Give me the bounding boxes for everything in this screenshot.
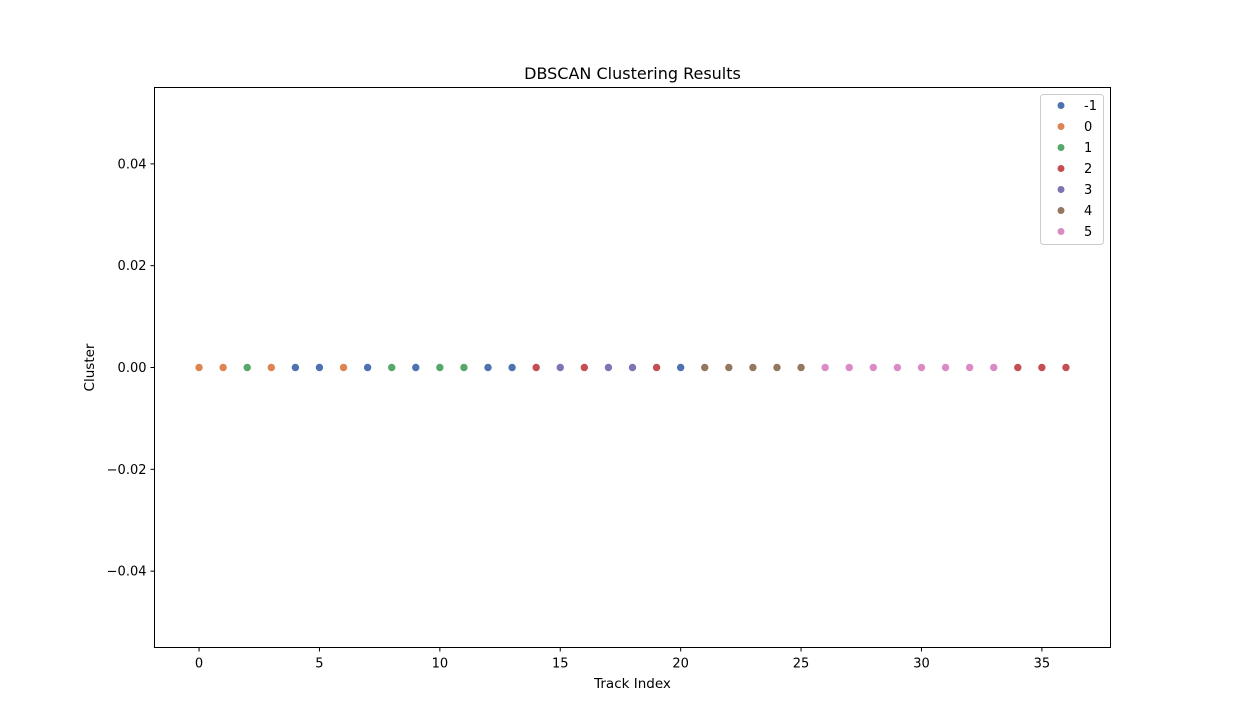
y-tick-label: 0.00: [118, 361, 147, 376]
plot-frame: [154, 87, 1111, 648]
data-point: [772, 363, 782, 372]
y-tick-label: 0.02: [118, 259, 147, 274]
data-point: [869, 363, 878, 372]
data-point: [363, 363, 372, 372]
data-point: [796, 363, 806, 372]
y-tick-label: −0.02: [107, 463, 147, 478]
data-point: [652, 363, 661, 372]
legend-marker: [1057, 102, 1065, 109]
data-point: [1061, 363, 1071, 372]
legend-label: 0: [1084, 120, 1092, 135]
y-axis: −0.04 −0.02 0.00 0.02 0.04: [107, 157, 155, 580]
data-point: [315, 363, 324, 372]
data-point: [580, 363, 589, 372]
data-point: [844, 363, 854, 372]
data-point: [459, 363, 469, 372]
data-points: [194, 363, 1071, 372]
data-point: [218, 363, 228, 372]
data-point: [989, 363, 999, 372]
data-point: [628, 363, 637, 372]
data-point: [820, 363, 830, 372]
data-point: [266, 363, 276, 372]
y-tick-label: 0.04: [118, 157, 147, 172]
data-point: [965, 363, 974, 372]
data-point: [893, 363, 902, 372]
legend-label: 5: [1084, 225, 1092, 240]
legend: -1 0 1 2 3 4 5: [1040, 94, 1104, 245]
data-point: [291, 363, 300, 372]
legend-marker: [1057, 123, 1065, 130]
data-point: [411, 363, 421, 372]
legend-frame: [1040, 94, 1104, 245]
data-point: [483, 363, 493, 372]
data-point: [724, 363, 734, 372]
x-tick-label: 20: [672, 657, 689, 672]
data-point: [555, 363, 565, 372]
y-tick-label: −0.04: [107, 565, 147, 580]
legend-marker: [1057, 207, 1065, 214]
y-axis-title: Cluster: [82, 343, 98, 391]
legend-label: 3: [1084, 183, 1092, 198]
x-tick-label: 0: [195, 657, 203, 672]
x-tick-label: 10: [432, 657, 449, 672]
legend-label: 1: [1084, 141, 1092, 156]
x-axis-title: Track Index: [593, 676, 671, 692]
legend-label: 2: [1084, 162, 1092, 177]
data-point: [604, 363, 613, 372]
data-point: [194, 363, 204, 372]
x-tick-label: 5: [315, 657, 323, 672]
legend-marker: [1057, 165, 1065, 172]
x-tick-label: 15: [552, 657, 569, 672]
x-tick-label: 35: [1034, 657, 1051, 672]
x-tick-label: 30: [913, 657, 930, 672]
data-point: [941, 363, 950, 372]
data-point: [435, 363, 445, 372]
legend-label: 4: [1084, 204, 1092, 219]
data-point: [1037, 363, 1047, 372]
x-axis: 0 5 10 15 20 25 30 35: [195, 647, 1051, 672]
data-point: [507, 363, 517, 372]
data-point: [387, 363, 396, 372]
data-point: [700, 363, 710, 372]
legend-marker: [1057, 228, 1065, 235]
data-point: [748, 363, 758, 372]
data-point: [339, 363, 348, 372]
data-point: [676, 363, 685, 372]
legend-label: -1: [1084, 99, 1097, 114]
data-point: [917, 363, 926, 372]
data-point: [242, 363, 252, 372]
legend-marker: [1057, 144, 1065, 151]
x-tick-label: 25: [793, 657, 810, 672]
data-point: [1013, 363, 1023, 372]
data-point: [531, 363, 541, 372]
chart-title: DBSCAN Clustering Results: [524, 64, 741, 83]
legend-marker: [1057, 186, 1065, 193]
